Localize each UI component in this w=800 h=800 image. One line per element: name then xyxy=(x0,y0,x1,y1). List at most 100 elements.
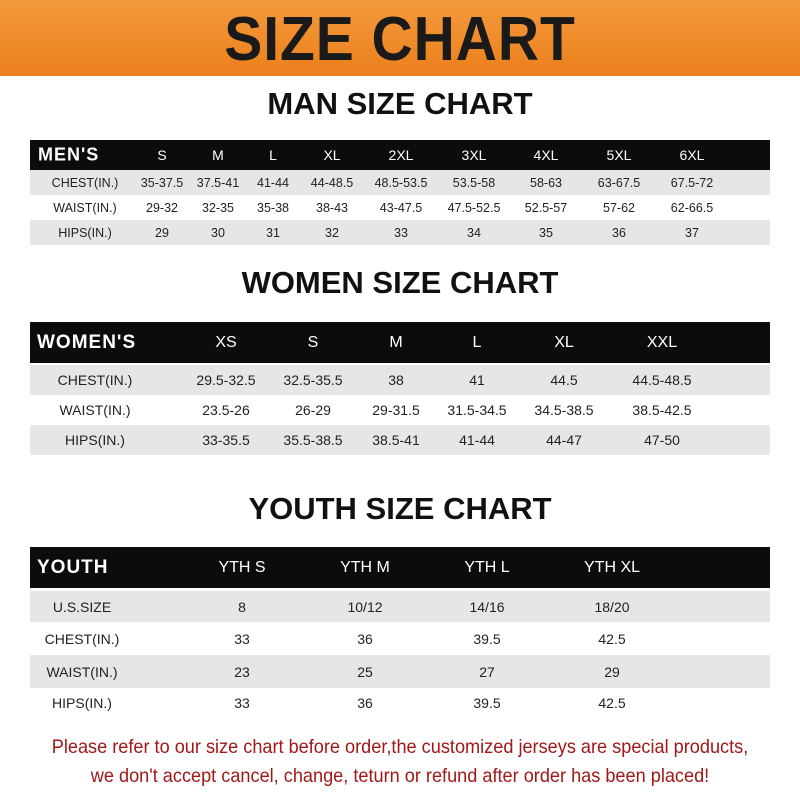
table-cell: 36 xyxy=(612,225,626,240)
table-cell: 52.5-57 xyxy=(524,200,568,215)
table-cell: 18/20 xyxy=(594,598,630,615)
banner: SIZE CHART xyxy=(0,0,800,76)
table-cell: 29 xyxy=(155,225,169,240)
table-cell: 23 xyxy=(234,663,250,680)
table-cell: 31.5-34.5 xyxy=(447,402,507,418)
size-header-cell: 5XL xyxy=(606,147,632,163)
table-cell: 41-44 xyxy=(459,432,495,448)
table-row: WAIST(IN.) 29-32 32-35 35-38 38-43 43-47.5 47.… xyxy=(30,195,770,220)
table-cell: 30 xyxy=(211,225,225,240)
size-header-cell: XS xyxy=(215,333,237,351)
table-cell: 39.5 xyxy=(473,695,501,711)
table-cell: 25 xyxy=(357,663,373,680)
table-cell: 29-32 xyxy=(146,200,178,215)
measurement-label: HIPS(IN.) xyxy=(52,695,112,711)
table-cell: 42.5 xyxy=(598,630,626,647)
size-header-cell: YTH L xyxy=(464,558,510,576)
table-cell: 34 xyxy=(467,225,481,240)
table-cell: 32 xyxy=(325,225,339,240)
table-cell: 37 xyxy=(685,225,699,240)
measurement-label: CHEST(IN.) xyxy=(51,175,119,190)
table-cell: 33 xyxy=(394,225,408,240)
table-cell: 32-35 xyxy=(202,200,234,215)
size-header-cell: M xyxy=(389,333,403,351)
table-row: WAIST(IN.) 23.5-26 26-29 29-31.5 31.5-34.5 34… xyxy=(30,395,770,425)
table-cell: 10/12 xyxy=(347,598,383,615)
table-cell: 23.5-26 xyxy=(202,402,250,418)
table-cell: 41-44 xyxy=(257,175,289,190)
table-cell: 35 xyxy=(539,225,553,240)
size-header-cell: L xyxy=(269,147,277,163)
table-row: WAIST(IN.) 23 25 27 29 xyxy=(30,655,770,688)
size-header-cell: YTH M xyxy=(340,558,390,576)
table-cell: 35-37.5 xyxy=(140,175,184,190)
table-row: HIPS(IN.) 33-35.5 35.5-38.5 38.5-41 41-44 44-… xyxy=(30,425,770,455)
table-cell: 33-35.5 xyxy=(202,432,250,448)
table-cell: 34.5-38.5 xyxy=(534,402,594,418)
table-cell: 14/16 xyxy=(469,598,505,615)
table-header-row: YOUTH YTH S YTH M YTH L YTH XL xyxy=(30,547,770,588)
table-cell: 42.5 xyxy=(598,695,626,711)
size-header-cell: YTH XL xyxy=(583,558,641,576)
table-cell: 27 xyxy=(479,663,495,680)
table-cell: 57-62 xyxy=(603,200,635,215)
order-notice-line-1: Please refer to our size chart before or… xyxy=(51,736,749,758)
table-cell: 32.5-35.5 xyxy=(283,372,343,388)
men-section-title: MAN SIZE CHART xyxy=(267,86,533,121)
table-cell: 48.5-53.5 xyxy=(374,175,428,190)
order-notice-line-2: we don't accept cancel, change, teturn o… xyxy=(90,765,710,787)
table-cell: 44-47 xyxy=(546,432,582,448)
size-header-cell: 6XL xyxy=(679,147,705,163)
size-header-cell: YTH S xyxy=(218,558,266,576)
measurement-label: HIPS(IN.) xyxy=(58,225,112,240)
size-header-cell: XL xyxy=(323,147,341,163)
table-row: CHEST(IN.) 35-37.5 37.5-41 41-44 44-48.5 48.5… xyxy=(30,170,770,195)
order-notice: Please refer to our size chart before or… xyxy=(28,733,772,791)
table-cell: 36 xyxy=(357,695,373,711)
table-cell: 47-50 xyxy=(644,432,680,448)
table-cell: 29.5-32.5 xyxy=(196,372,256,388)
table-cell: 67.5-72 xyxy=(670,175,714,190)
table-header-row: WOMEN'S XS S M L XL XXL xyxy=(30,322,770,363)
table-cell: 35-38 xyxy=(257,200,289,215)
measurement-label: WAIST(IN.) xyxy=(53,200,117,215)
table-cell: 36 xyxy=(357,630,373,647)
size-header-cell: 2XL xyxy=(388,147,414,163)
size-header-cell: XXL xyxy=(646,333,678,351)
table-row: CHEST(IN.) 29.5-32.5 32.5-35.5 38 41 44.5 44.5… xyxy=(30,365,770,395)
measurement-label: WAIST(IN.) xyxy=(59,402,131,418)
youth-section-title: YOUTH SIZE CHART xyxy=(248,491,552,526)
table-row: CHEST(IN.) 33 36 39.5 42.5 xyxy=(30,622,770,655)
table-cell: 38.5-42.5 xyxy=(632,402,692,418)
women-section-title: WOMEN SIZE CHART xyxy=(241,265,559,300)
table-row: U.S.SIZE 8 10/12 14/16 18/20 xyxy=(30,591,770,622)
table-cell: 44.5-48.5 xyxy=(632,372,692,388)
table-title-cell: MEN'S xyxy=(38,144,100,165)
size-header-cell: 3XL xyxy=(461,147,487,163)
table-cell: 44.5 xyxy=(550,372,578,388)
table-cell: 29-31.5 xyxy=(372,402,420,418)
size-header-cell: S xyxy=(307,333,319,351)
table-cell: 44-48.5 xyxy=(310,175,354,190)
table-cell: 41 xyxy=(469,372,485,388)
table-header-row: MEN'S S M L XL 2XL 3XL 4XL 5XL 6XL xyxy=(30,140,770,170)
measurement-label: HIPS(IN.) xyxy=(65,432,125,448)
banner-title: SIZE CHART xyxy=(224,5,576,74)
table-cell: 33 xyxy=(234,630,250,647)
table-cell: 53.5-58 xyxy=(452,175,496,190)
table-cell: 38 xyxy=(388,372,404,388)
size-header-cell: M xyxy=(212,147,224,163)
table-title-cell: YOUTH xyxy=(37,556,109,578)
size-header-cell: XL xyxy=(554,333,574,351)
table-row: HIPS(IN.) 33 36 39.5 42.5 xyxy=(30,688,770,718)
table-cell: 37.5-41 xyxy=(196,175,240,190)
measurement-label: CHEST(IN.) xyxy=(57,372,133,388)
table-row: HIPS(IN.) 29 30 31 32 33 34 35 36 37 xyxy=(30,220,770,245)
size-header-cell: L xyxy=(472,333,482,351)
table-cell: 8 xyxy=(238,598,246,615)
table-cell: 33 xyxy=(234,695,250,711)
measurement-label: WAIST(IN.) xyxy=(46,663,118,680)
table-cell: 31 xyxy=(266,225,280,240)
table-cell: 26-29 xyxy=(295,402,331,418)
table-cell: 62-66.5 xyxy=(670,200,714,215)
